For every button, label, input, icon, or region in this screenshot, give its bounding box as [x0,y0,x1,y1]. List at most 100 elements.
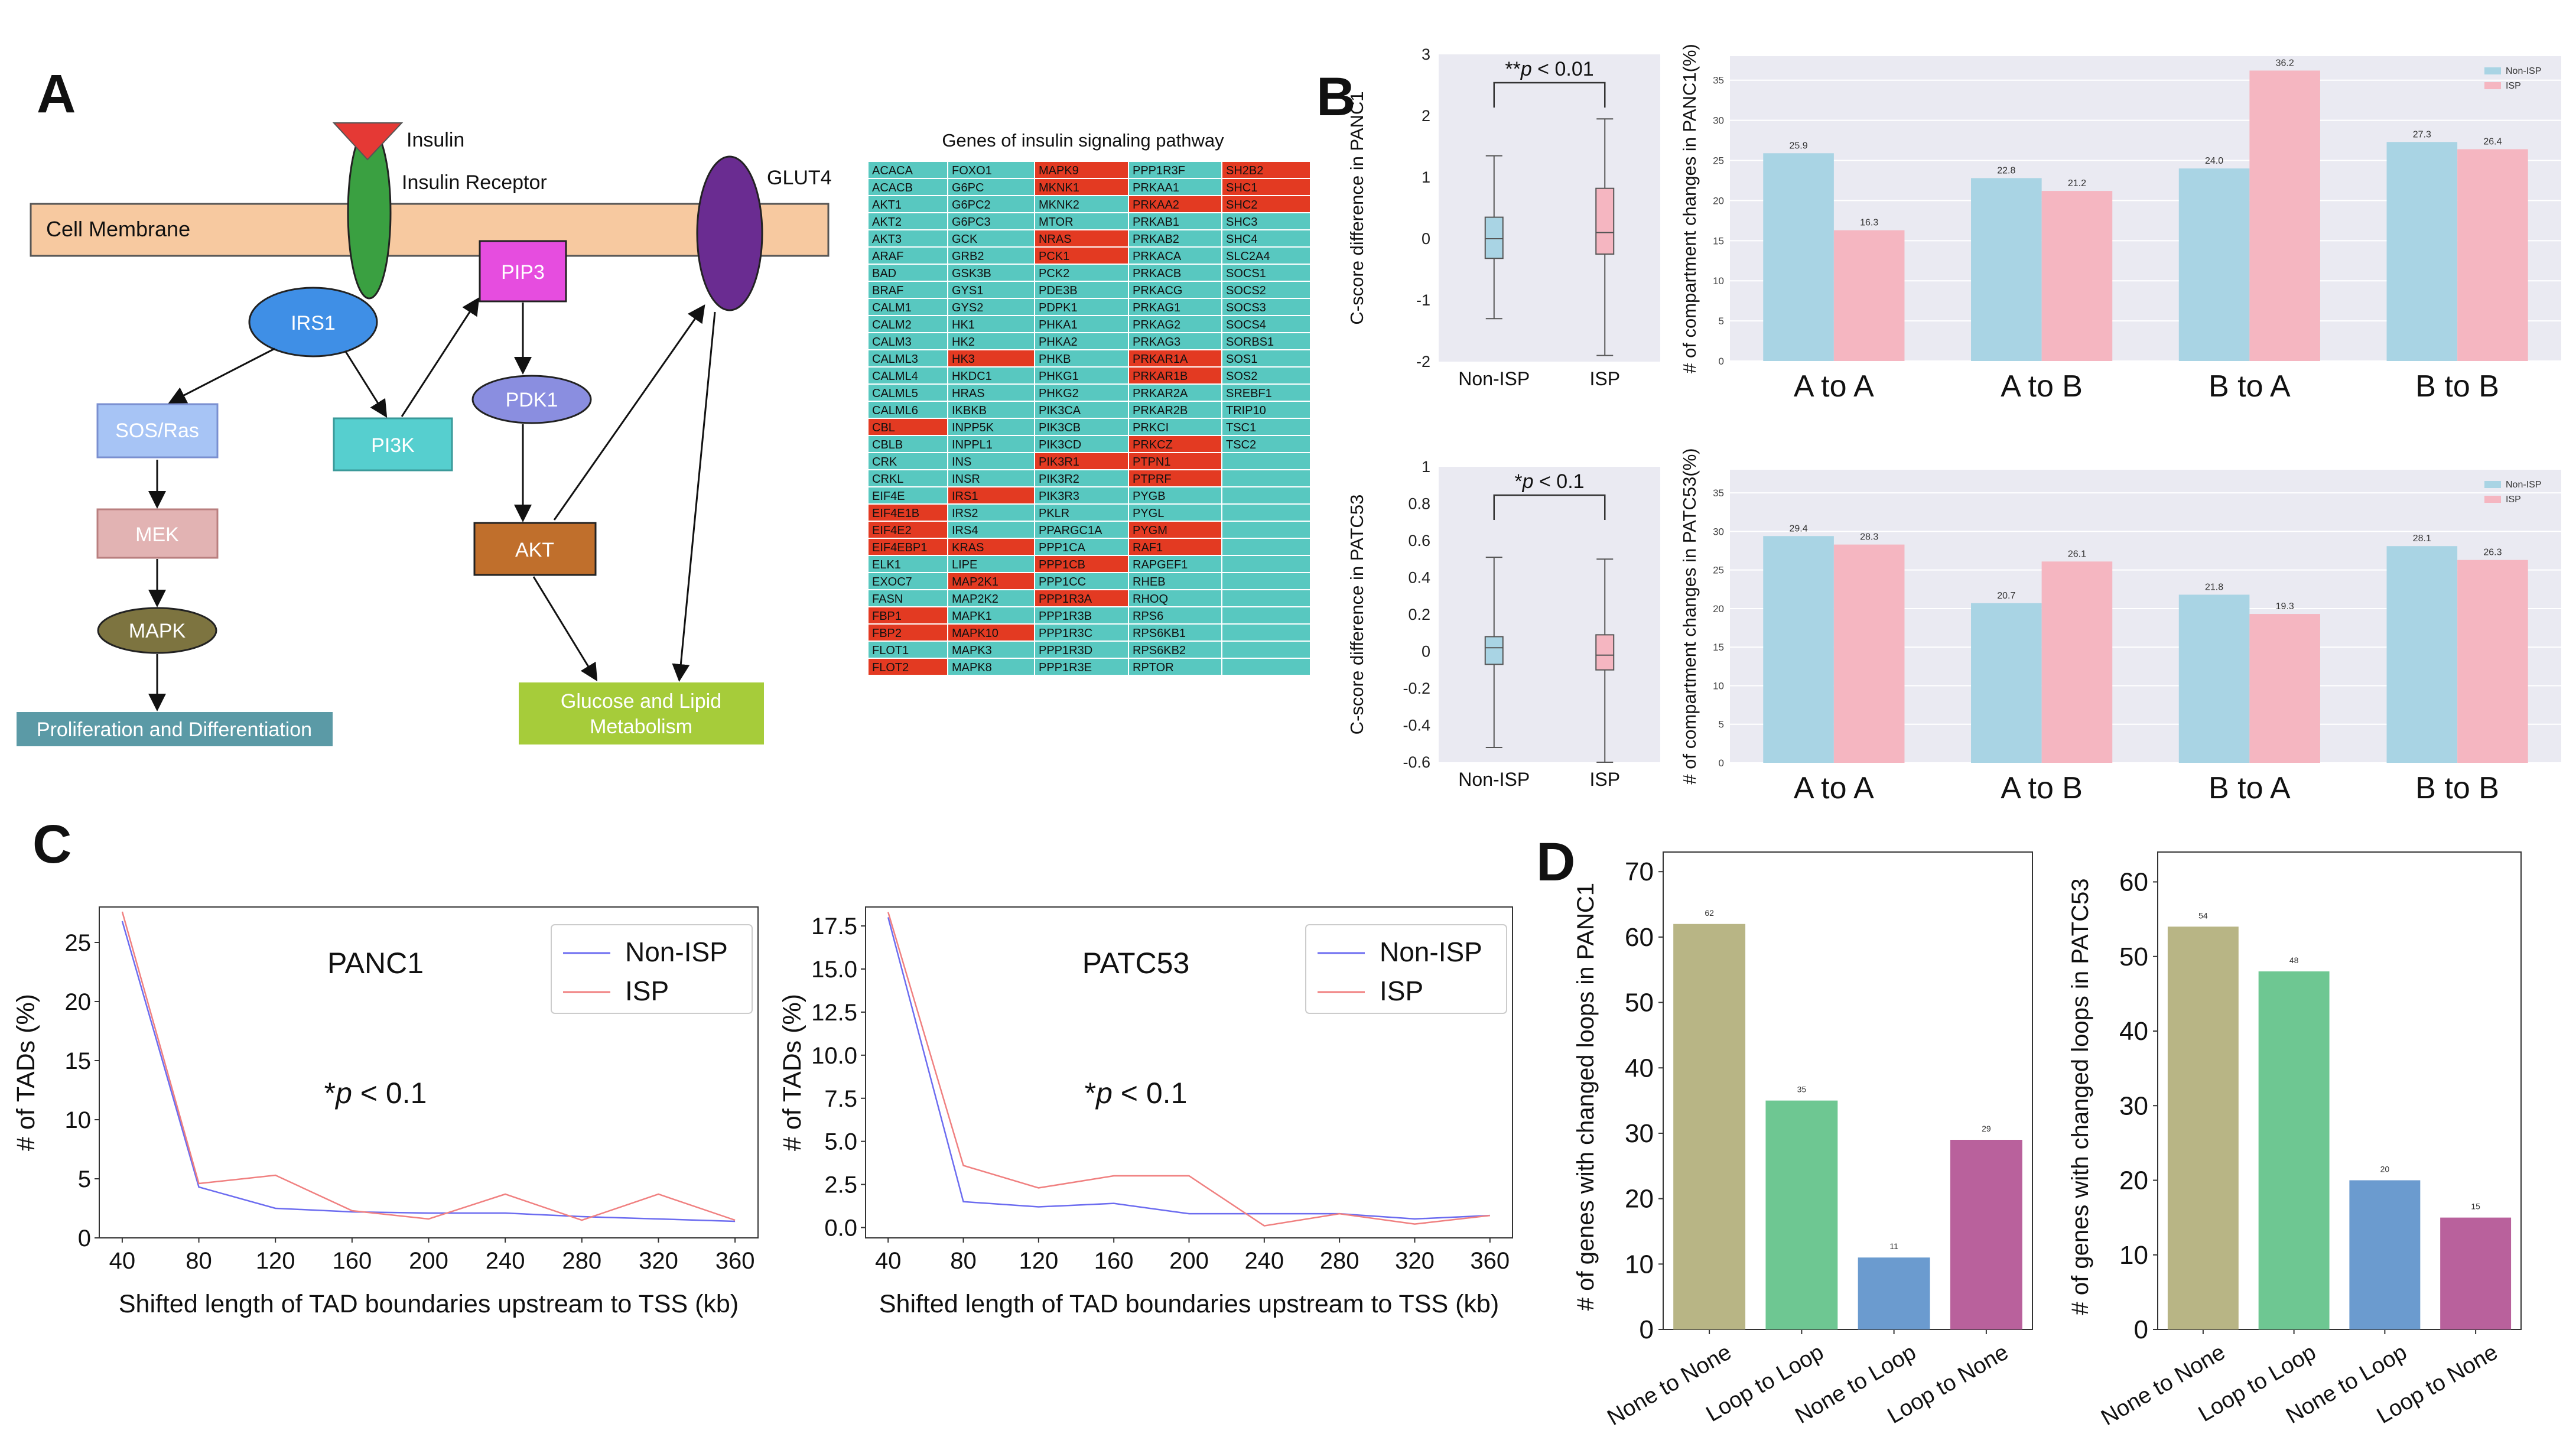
gene-name: PRKAR2B [1133,404,1188,417]
y-tick-label: 0 [1640,1315,1654,1344]
bar-loop-to-loop [2258,971,2330,1329]
gene-cell [1222,333,1310,349]
significance-bracket [1493,494,1606,520]
gene-name: SOCS3 [1226,301,1266,314]
bar-isp-b-to-a [2249,70,2320,361]
gene-cell [1129,162,1221,178]
gene-name: NRAS [1039,233,1072,246]
series-line-non-isp [121,921,736,1223]
x-tick-label: Non-ISP [1458,769,1530,790]
gene-name: SREBF1 [1226,387,1272,400]
y-tick-label: 20 [2119,1166,2148,1195]
x-tick-label: 160 [332,1248,372,1274]
gene-cell [1035,590,1128,606]
y-tick-label: -0.2 [1403,680,1430,697]
gene-cell [948,625,1034,641]
gene-cell [948,350,1034,366]
pi3k-node [333,417,453,472]
chart-title: PATC53 [1082,947,1190,980]
gene-name: PRKAG3 [1133,336,1180,349]
gene-name: INS [952,456,971,469]
x-tick-label: Non-ISP [1458,368,1530,389]
y-tick-label: 15 [1713,235,1724,246]
gene-name: PHKG1 [1039,370,1079,383]
gene-name: IRS2 [952,507,978,520]
arrow-glut4-glucose [672,311,716,682]
y-tick-label: -0.6 [1403,753,1430,771]
gene-name: PPP1CC [1039,576,1086,589]
x-tick-label: 120 [1019,1248,1058,1274]
legend-swatch-isp [2484,496,2501,503]
gene-cell [1222,590,1310,606]
bar-isp-a-to-a [1833,544,1905,763]
bar-non-isp-b-to-a [2178,594,2250,763]
gene-name: GSK3B [952,267,991,280]
y-tick-label: 2 [1422,107,1430,125]
gene-cell [1035,522,1128,538]
y-tick-label: 25 [1713,155,1724,167]
gene-cell [1035,196,1128,212]
glucose-lipid-label-1: Glucose and Lipid [561,690,721,713]
gene-cell [1035,470,1128,486]
gene-name: PPP1CB [1039,558,1085,571]
y-tick-label: 10 [1713,680,1724,691]
x-tick-label: 360 [1470,1248,1510,1274]
gene-cell [1222,539,1310,555]
legend-swatch-isp [2484,82,2501,89]
y-tick-label: 5 [1719,316,1724,327]
gene-name: CALML6 [872,404,918,417]
arrow-pi3k-pip3 [401,297,480,417]
gene-cell [1129,368,1221,383]
c-score-boxplot-panc1: -2 -1 0 1 2 3 Non-ISP ISP **p < 0.01 C-score diff… [1346,45,1660,389]
gene-cell [869,333,947,349]
gene-name: SH2B2 [1226,164,1263,177]
insulin-icon [332,122,404,161]
gene-name: PRKAA2 [1133,199,1179,212]
bar-value-label: 22.8 [1997,165,2015,175]
gene-name: PRKCI [1133,421,1169,434]
gene-name: CALML3 [872,353,918,366]
gene-cell [1222,350,1310,366]
y-tick-label: 20 [1713,195,1724,206]
gene-cell [1035,573,1128,589]
bar-value-label: 20.7 [1997,591,2015,601]
gene-cell [869,213,947,229]
proliferation-label: Proliferation and Differentiation [37,718,312,741]
gene-cell [948,162,1034,178]
gene-name: PKLR [1039,507,1069,520]
gene-name: RAF1 [1133,541,1163,554]
gene-name: AKT1 [872,199,902,212]
gene-name: PPP1R3B [1039,610,1092,623]
gene-cell [1222,470,1310,486]
gene-name: G6PC [952,181,984,194]
bar-loop-to-loop [1765,1100,1838,1329]
gene-name: PCK1 [1039,250,1069,263]
gene-cell [1035,350,1128,366]
gene-name: PIK3R3 [1039,490,1079,503]
gene-cell [869,607,947,623]
y-tick-label: 60 [1625,923,1654,952]
y-tick-label: 0.4 [1408,569,1430,587]
gene-name: CALM1 [872,301,912,314]
legend-label: ISP [625,976,669,1006]
gene-cell [1035,299,1128,315]
gene-name: HK1 [952,318,975,331]
gene-cell [869,659,947,675]
y-tick-label: 15 [65,1048,92,1074]
gene-name: TRIP10 [1226,404,1266,417]
bar-value-label: 21.2 [2068,178,2086,188]
bar-value-label: 26.4 [2483,137,2502,147]
bar-value-label: 62 [1705,908,1714,918]
gene-name: PCK2 [1039,267,1069,280]
panel-a: A Cell Membrane Insulin Insulin Receptor… [17,64,1310,746]
gene-name: PYGB [1133,490,1166,503]
gene-name: CRKL [872,473,903,486]
gene-cell [1222,659,1310,675]
gene-name: LIPE [952,558,977,571]
gene-cell [869,505,947,521]
y-tick-label: 20 [1625,1185,1654,1214]
gene-table: ACACA FOXO1 MAPK9 PPP1R3F SH2B2 ACACB G6PC MKNK… [869,162,1310,675]
y-tick-label: 50 [2119,942,2148,971]
y-tick-label: 30 [2119,1091,2148,1120]
bar-isp-a-to-b [2041,561,2113,763]
